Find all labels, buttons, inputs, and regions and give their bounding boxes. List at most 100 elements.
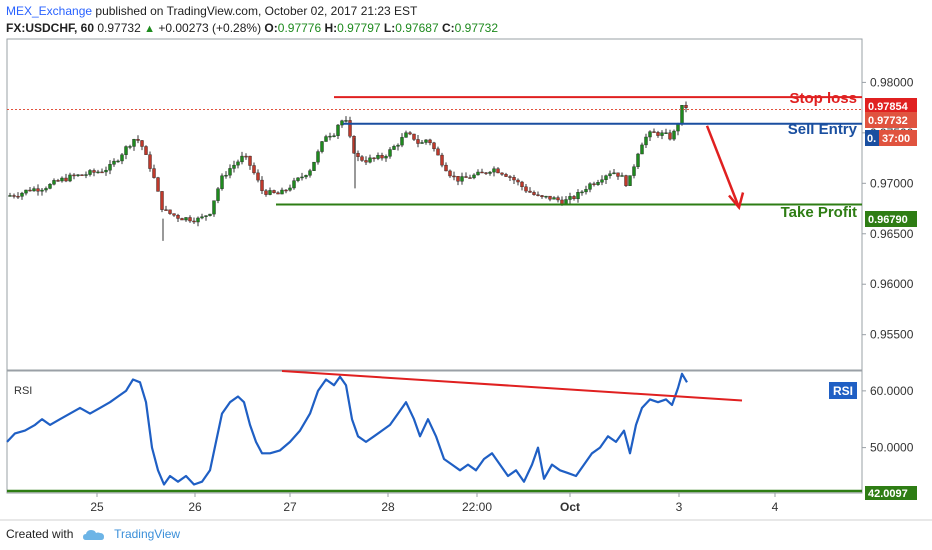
footer: Created with TradingView <box>6 527 180 541</box>
x-tick-label: 3 <box>676 500 683 514</box>
candle-body <box>400 137 404 146</box>
candle-body <box>664 132 668 134</box>
publish-header: MEX_Exchange published on TradingView.co… <box>6 4 417 18</box>
candle-body <box>560 199 564 205</box>
published-text: published on TradingView.com, October 02… <box>95 4 418 18</box>
candle-body <box>272 190 276 193</box>
candle-body <box>360 156 364 161</box>
candle-body <box>60 177 64 182</box>
last-price-text: 0.97732 <box>868 115 908 127</box>
candle-body <box>236 161 240 166</box>
candle-body <box>684 105 688 108</box>
publisher-link[interactable]: MEX_Exchange <box>6 4 93 18</box>
candle-body <box>20 192 24 197</box>
candle-body <box>172 213 176 216</box>
candle-body <box>180 218 184 221</box>
rsi-tick-label: 50.0000 <box>870 441 914 455</box>
projection-arrow-shaft <box>705 125 741 208</box>
y-tick-label: 0.98000 <box>870 75 914 89</box>
candle-body <box>460 176 464 182</box>
candle-body <box>348 120 352 137</box>
candle-body <box>580 191 584 194</box>
rsi-pane-frame <box>6 370 863 494</box>
price-axis: 0.980000.975000.970000.965000.960000.955… <box>862 75 914 342</box>
candle-body <box>652 131 656 133</box>
candle-body <box>156 177 160 192</box>
candle-body <box>284 189 288 192</box>
candle-body <box>152 168 156 178</box>
candle-body <box>568 196 572 200</box>
candle-body <box>332 135 336 137</box>
candle-body <box>444 164 448 172</box>
candle-body <box>268 190 272 195</box>
candle-body <box>8 195 12 197</box>
candle-body <box>596 182 600 185</box>
close-value: 0.97732 <box>454 21 499 35</box>
candle-body <box>124 146 128 155</box>
candle-body <box>64 177 68 182</box>
candle-body <box>644 136 648 146</box>
candle-body <box>512 177 516 181</box>
candle-body <box>148 154 152 169</box>
candle-body <box>396 144 400 147</box>
candle-body <box>612 172 616 175</box>
candle-body <box>604 175 608 180</box>
countdown-tag <box>879 130 917 146</box>
candle-body <box>528 190 532 193</box>
candle-body <box>632 166 636 176</box>
created-with-text: Created with <box>6 527 74 541</box>
candle-body <box>304 175 308 178</box>
candle-body <box>44 188 48 191</box>
tradingview-brand-link[interactable]: TradingView <box>114 527 181 541</box>
candle-body <box>132 139 136 147</box>
candle-body <box>24 189 28 194</box>
high-value: 0.97797 <box>337 21 381 35</box>
tradingview-cloud-icon <box>82 529 104 540</box>
candle-body <box>120 154 124 162</box>
rsi-badge[interactable] <box>829 382 857 399</box>
candle-body <box>680 105 684 125</box>
x-tick-label: 4 <box>772 500 779 514</box>
candle-body <box>292 180 296 189</box>
candle-body <box>524 186 528 192</box>
candle-body <box>48 184 52 189</box>
candle-body <box>316 151 320 163</box>
candle-body <box>100 171 104 174</box>
x-axis: 25 26 27 28 22:00 Oct 3 4 <box>90 493 779 514</box>
countdown-text: 37:00 <box>882 133 910 145</box>
candle-body <box>508 176 512 178</box>
candle-body <box>488 171 492 174</box>
candle-body <box>476 171 480 176</box>
candle-body <box>104 169 108 173</box>
close-label: C: <box>441 21 455 35</box>
candle-body <box>328 135 332 138</box>
candle-body <box>140 140 144 147</box>
candle-body <box>468 177 472 179</box>
candle-body <box>252 165 256 174</box>
candle-body <box>72 174 76 177</box>
candle-body <box>128 146 132 148</box>
candle-body <box>576 192 580 200</box>
candles-group <box>8 101 688 241</box>
candle-body <box>228 168 232 176</box>
candle-body <box>624 175 628 186</box>
candle-body <box>384 156 388 159</box>
candle-body <box>92 170 96 173</box>
candle-body <box>648 131 652 138</box>
stop-loss-price-text: 0.97854 <box>868 101 909 113</box>
candle-body <box>248 155 252 166</box>
candle-body <box>376 155 380 159</box>
candle-body <box>196 217 200 223</box>
candle-body <box>164 209 168 211</box>
rsi-bottom-text: 42.0097 <box>868 488 908 500</box>
candle-body <box>532 192 536 195</box>
candle-body <box>356 152 360 157</box>
candle-body <box>88 170 92 175</box>
candle-body <box>184 217 188 221</box>
candle-body <box>556 197 560 201</box>
candle-body <box>12 195 16 197</box>
symbol-label: FX:USDCHF, 60 <box>6 21 95 35</box>
y-tick-label: 0.95500 <box>870 328 914 342</box>
candle-body <box>56 180 60 182</box>
